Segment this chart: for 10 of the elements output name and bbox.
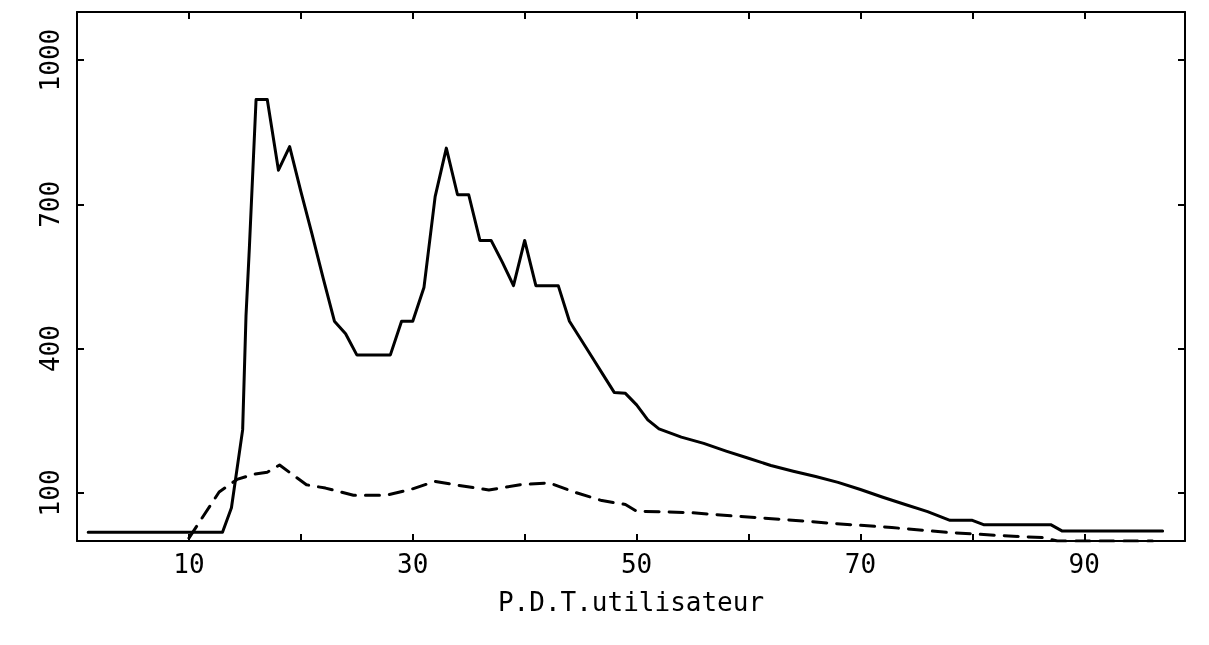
x-tick-label: 70 <box>844 549 877 579</box>
x-tick-label: 10 <box>173 549 205 579</box>
y-tick-label: 700 <box>35 180 65 228</box>
y-tick-label: 1000 <box>35 28 65 92</box>
x-tick-label: 30 <box>397 549 429 579</box>
y-tick-label: 100 <box>35 469 65 517</box>
x-axis-title: P.D.T.utilisateur <box>497 587 765 617</box>
x-tick-label: 50 <box>620 549 653 579</box>
x-tick-label: 90 <box>1068 549 1100 579</box>
y-tick-label: 400 <box>35 325 65 373</box>
